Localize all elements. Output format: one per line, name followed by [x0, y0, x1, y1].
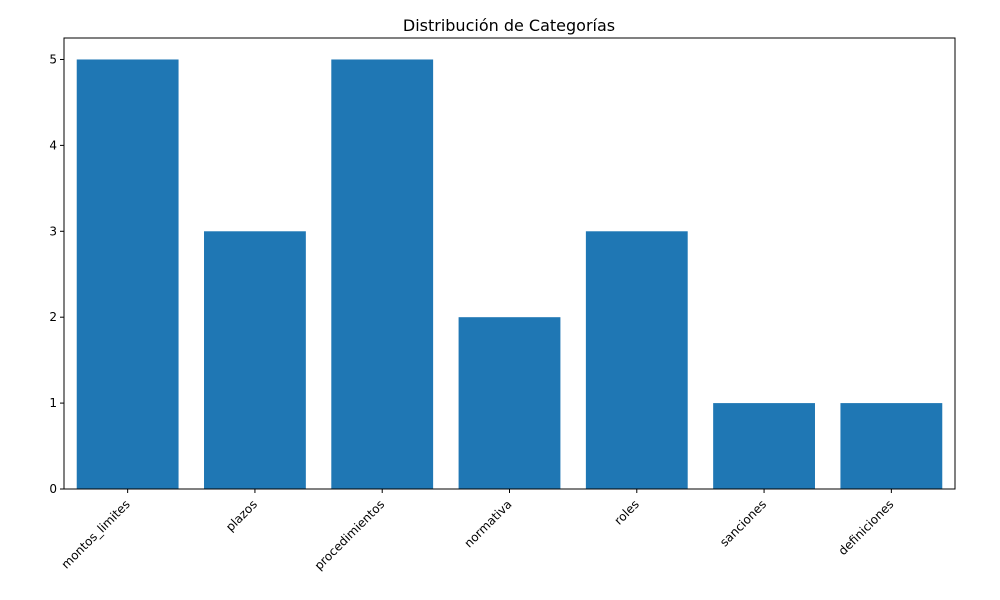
y-tick-label: 1 [49, 396, 57, 410]
y-axis: 0 1 2 3 4 5 [49, 52, 64, 496]
x-axis: montos_limites plazos procedimientos normat… [59, 489, 897, 573]
chart-title: Distribución de Categorías [403, 16, 615, 35]
y-tick-label: 3 [49, 224, 57, 238]
y-tick-label: 2 [49, 310, 57, 324]
bar-plazos [204, 231, 306, 490]
x-tick-label: procedimientos [312, 497, 388, 573]
y-tick-label: 5 [49, 52, 57, 66]
x-tick-label: definiciones [836, 497, 897, 558]
bar-montos_limites [76, 59, 179, 489]
x-tick-label: normativa [461, 497, 514, 550]
bar-procedimientos [331, 59, 434, 489]
x-tick-label: montos_limites [59, 497, 133, 571]
x-tick-label: plazos [223, 497, 260, 534]
x-tick-label: sanciones [717, 497, 769, 549]
bar-roles [585, 231, 688, 490]
y-tick-label: 0 [49, 482, 57, 496]
x-tick-label: roles [612, 497, 642, 527]
bar-normativa [458, 317, 561, 489]
y-tick-label: 4 [49, 138, 57, 152]
bars-group [76, 59, 943, 490]
bar-definiciones [840, 403, 943, 489]
plot-frame [63, 37, 956, 490]
bar-sanciones [713, 403, 815, 489]
